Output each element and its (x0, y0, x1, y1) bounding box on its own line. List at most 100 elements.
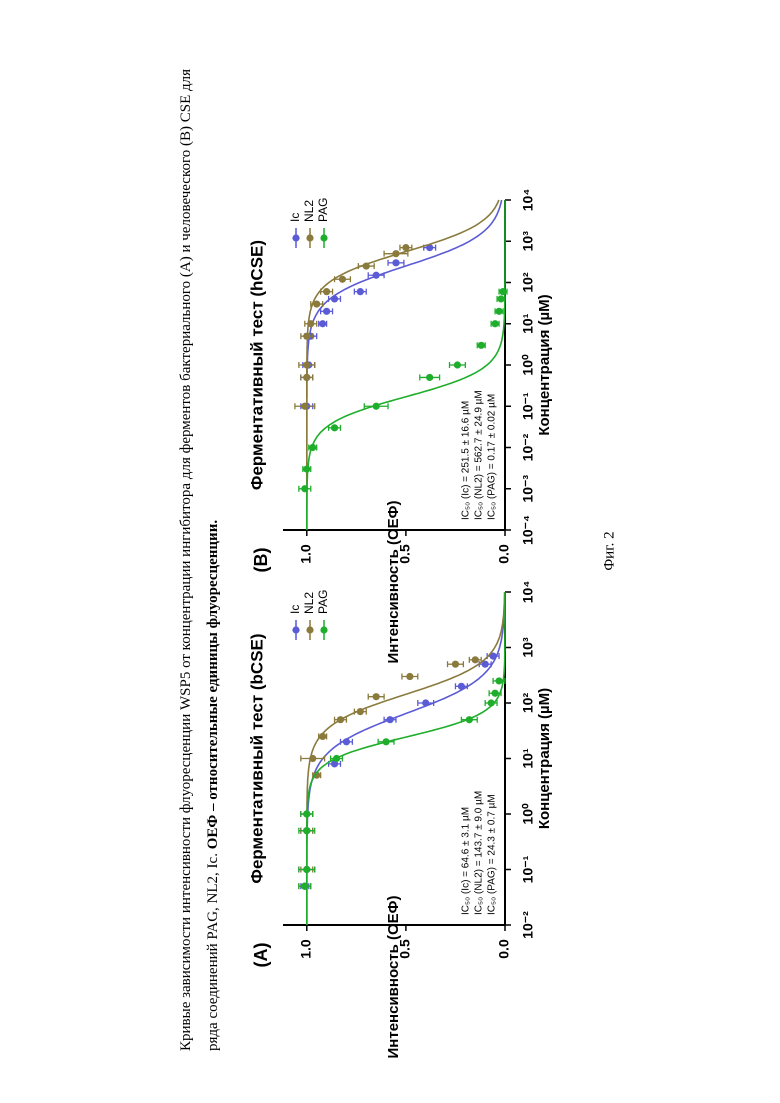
data-point (303, 465, 310, 472)
data-point (386, 716, 393, 723)
x-tick-label: 10⁻³ (520, 475, 536, 503)
data-point (363, 262, 370, 269)
data-point (426, 374, 433, 381)
data-point (491, 690, 498, 697)
legend-swatch-dot (306, 234, 313, 241)
y-axis-title: Интенсивность (ОЕФ) (385, 501, 402, 664)
legend-swatch-dot (320, 234, 327, 241)
data-point (331, 424, 338, 431)
data-point (392, 250, 399, 257)
x-tick-label: 10¹ (520, 313, 536, 334)
data-point (466, 716, 473, 723)
legend: IcNL2PAG (288, 198, 330, 248)
y-tick-label: 1.0 (297, 939, 313, 959)
data-point (301, 485, 308, 492)
ic50-annotation: IC₅₀ (Ic) = 251.5 ± 16.6 µM (461, 401, 472, 520)
x-axis-title: Концентрация (µM) (536, 294, 553, 435)
data-point (373, 693, 380, 700)
legend-label: NL2 (302, 200, 316, 222)
y-axis-title: Интенсивность (ОЕФ) (385, 896, 402, 1059)
data-point (303, 361, 310, 368)
data-point (499, 288, 506, 295)
y-tick-label: 0.0 (496, 939, 512, 959)
legend: IcNL2PAG (288, 590, 330, 640)
data-point (307, 320, 314, 327)
data-point (357, 288, 364, 295)
panel-label: (A) (251, 943, 271, 968)
ic50-annotation: IC₅₀ (NL2) = 143.7 ± 9.0 µM (474, 791, 485, 915)
legend-swatch-dot (320, 626, 327, 633)
x-tick-label: 10⁻¹ (520, 392, 536, 420)
legend-label: Ic (288, 213, 302, 222)
x-tick-label: 10⁻¹ (520, 855, 536, 883)
chart-title: Ферментативный тест (hCSE) (247, 240, 266, 490)
data-point (357, 708, 364, 715)
data-point (495, 677, 502, 684)
data-point (343, 738, 350, 745)
data-point (309, 755, 316, 762)
ic50-annotation: IC₅₀ (Ic) = 64.6 ± 3.1 µM (461, 807, 472, 915)
data-point (422, 699, 429, 706)
data-point (301, 403, 308, 410)
x-tick-label: 10⁴ (520, 189, 536, 212)
x-tick-label: 10⁻⁴ (520, 515, 536, 545)
data-point (478, 342, 485, 349)
data-point (495, 308, 502, 315)
data-point (472, 656, 479, 663)
data-point (333, 755, 340, 762)
data-point (452, 661, 459, 668)
data-point (331, 295, 338, 302)
data-point (313, 300, 320, 307)
x-tick-label: 10⁻² (520, 433, 536, 461)
ic50-annotation: IC₅₀ (PAG) = 0.17 ± 0.02 µM (487, 394, 498, 520)
data-point (319, 320, 326, 327)
data-point (458, 683, 465, 690)
data-point (373, 403, 380, 410)
data-point (373, 272, 380, 279)
data-point (406, 673, 413, 680)
data-point (303, 333, 310, 340)
data-point (402, 244, 409, 251)
charts-canvas: 10⁻²10⁻¹10⁰10¹10²10³10⁴0.00.51.0Концентр… (0, 0, 780, 1103)
ic50-annotation: IC₅₀ (NL2) = 562.7 ± 24.9 µM (474, 390, 485, 520)
legend-label: PAG (316, 590, 330, 614)
chart-title: Ферментативный тест (bCSE) (247, 633, 266, 883)
y-tick-label: 0.0 (496, 544, 512, 564)
data-point (301, 883, 308, 890)
legend-label: Ic (288, 605, 302, 614)
legend-swatch-dot (292, 234, 299, 241)
legend-label: PAG (316, 198, 330, 222)
x-tick-label: 10⁴ (520, 581, 536, 604)
x-tick-label: 10⁰ (520, 803, 536, 825)
x-axis-title: Концентрация (µM) (536, 688, 553, 829)
data-point (303, 810, 310, 817)
x-tick-label: 10³ (520, 637, 536, 658)
data-point (309, 444, 316, 451)
legend-swatch-dot (292, 626, 299, 633)
data-point (488, 699, 495, 706)
legend-label: NL2 (302, 592, 316, 614)
x-tick-label: 10² (520, 272, 536, 293)
x-tick-label: 10¹ (520, 748, 536, 769)
y-tick-label: 1.0 (297, 544, 313, 564)
data-point (303, 374, 310, 381)
legend-swatch-dot (306, 626, 313, 633)
data-point (497, 295, 504, 302)
x-tick-label: 10³ (520, 231, 536, 252)
x-tick-label: 10⁰ (520, 354, 536, 376)
panel-label: (B) (251, 548, 271, 573)
data-point (491, 320, 498, 327)
data-point (337, 716, 344, 723)
x-tick-label: 10² (520, 693, 536, 714)
data-point (323, 308, 330, 315)
x-tick-label: 10⁻² (520, 911, 536, 939)
data-point (454, 361, 461, 368)
data-point (392, 259, 399, 266)
data-point (339, 276, 346, 283)
data-point (319, 733, 326, 740)
data-point (382, 738, 389, 745)
data-point (323, 288, 330, 295)
data-point (303, 866, 310, 873)
data-point (303, 827, 310, 834)
ic50-annotation: IC₅₀ (PAG) = 24.3 ± 0.7 µM (487, 794, 498, 915)
